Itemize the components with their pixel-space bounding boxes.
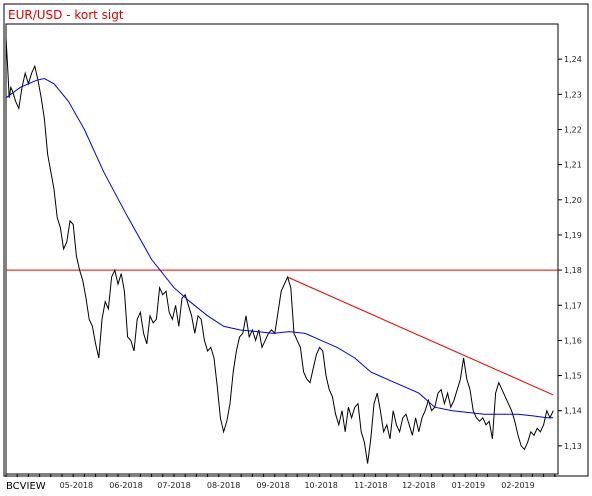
x-tick-label: 06-2018	[109, 481, 142, 490]
y-tick-label: 1,20	[564, 196, 582, 205]
x-axis: 05-2018 06-2018 07-2018 08-2018 09-2018 10-20…	[5, 474, 556, 490]
x-tick-label: 01-2019	[452, 481, 485, 490]
downtrend-line	[287, 276, 554, 396]
y-tick-label: 1,22	[564, 125, 582, 134]
plot-frame	[3, 3, 589, 477]
y-tick-label: 1,14	[564, 407, 582, 416]
y-tick-label: 1,13	[564, 442, 582, 451]
moving-average-line	[5, 77, 554, 419]
y-tick-label: 1,23	[564, 90, 582, 99]
y-axis: 1,13 1,14 1,15 1,16 1,17 1,18 1,19 1,20 1,21 1,22…	[558, 55, 582, 451]
series-layer	[5, 38, 554, 464]
y-tick-label: 1,15	[564, 372, 582, 381]
x-tick-label: 10-2018	[304, 481, 337, 490]
x-tick-label: 08-2018	[207, 481, 240, 490]
x-tick-label: 07-2018	[157, 481, 190, 490]
x-tick-label: 05-2018	[60, 481, 93, 490]
y-tick-label: 1,19	[564, 231, 582, 240]
chart-title: EUR/USD - kort sigt	[8, 8, 124, 22]
y-tick-label: 1,18	[564, 266, 582, 275]
plot-area	[5, 23, 559, 475]
y-tick-label: 1,21	[564, 161, 582, 170]
x-tick-label: 11-2018	[354, 481, 387, 490]
x-tick-label: 12-2018	[402, 481, 435, 490]
x-tick-label: 09-2018	[256, 481, 289, 490]
price-series-line	[5, 38, 554, 464]
source-label: BCVIEW	[6, 481, 46, 492]
y-tick-label: 1,24	[564, 55, 582, 64]
reference-lines	[6, 269, 558, 396]
y-tick-label: 1,16	[564, 336, 582, 345]
y-tick-label: 1,17	[564, 301, 582, 310]
x-tick-label: 02-2019	[501, 481, 534, 490]
